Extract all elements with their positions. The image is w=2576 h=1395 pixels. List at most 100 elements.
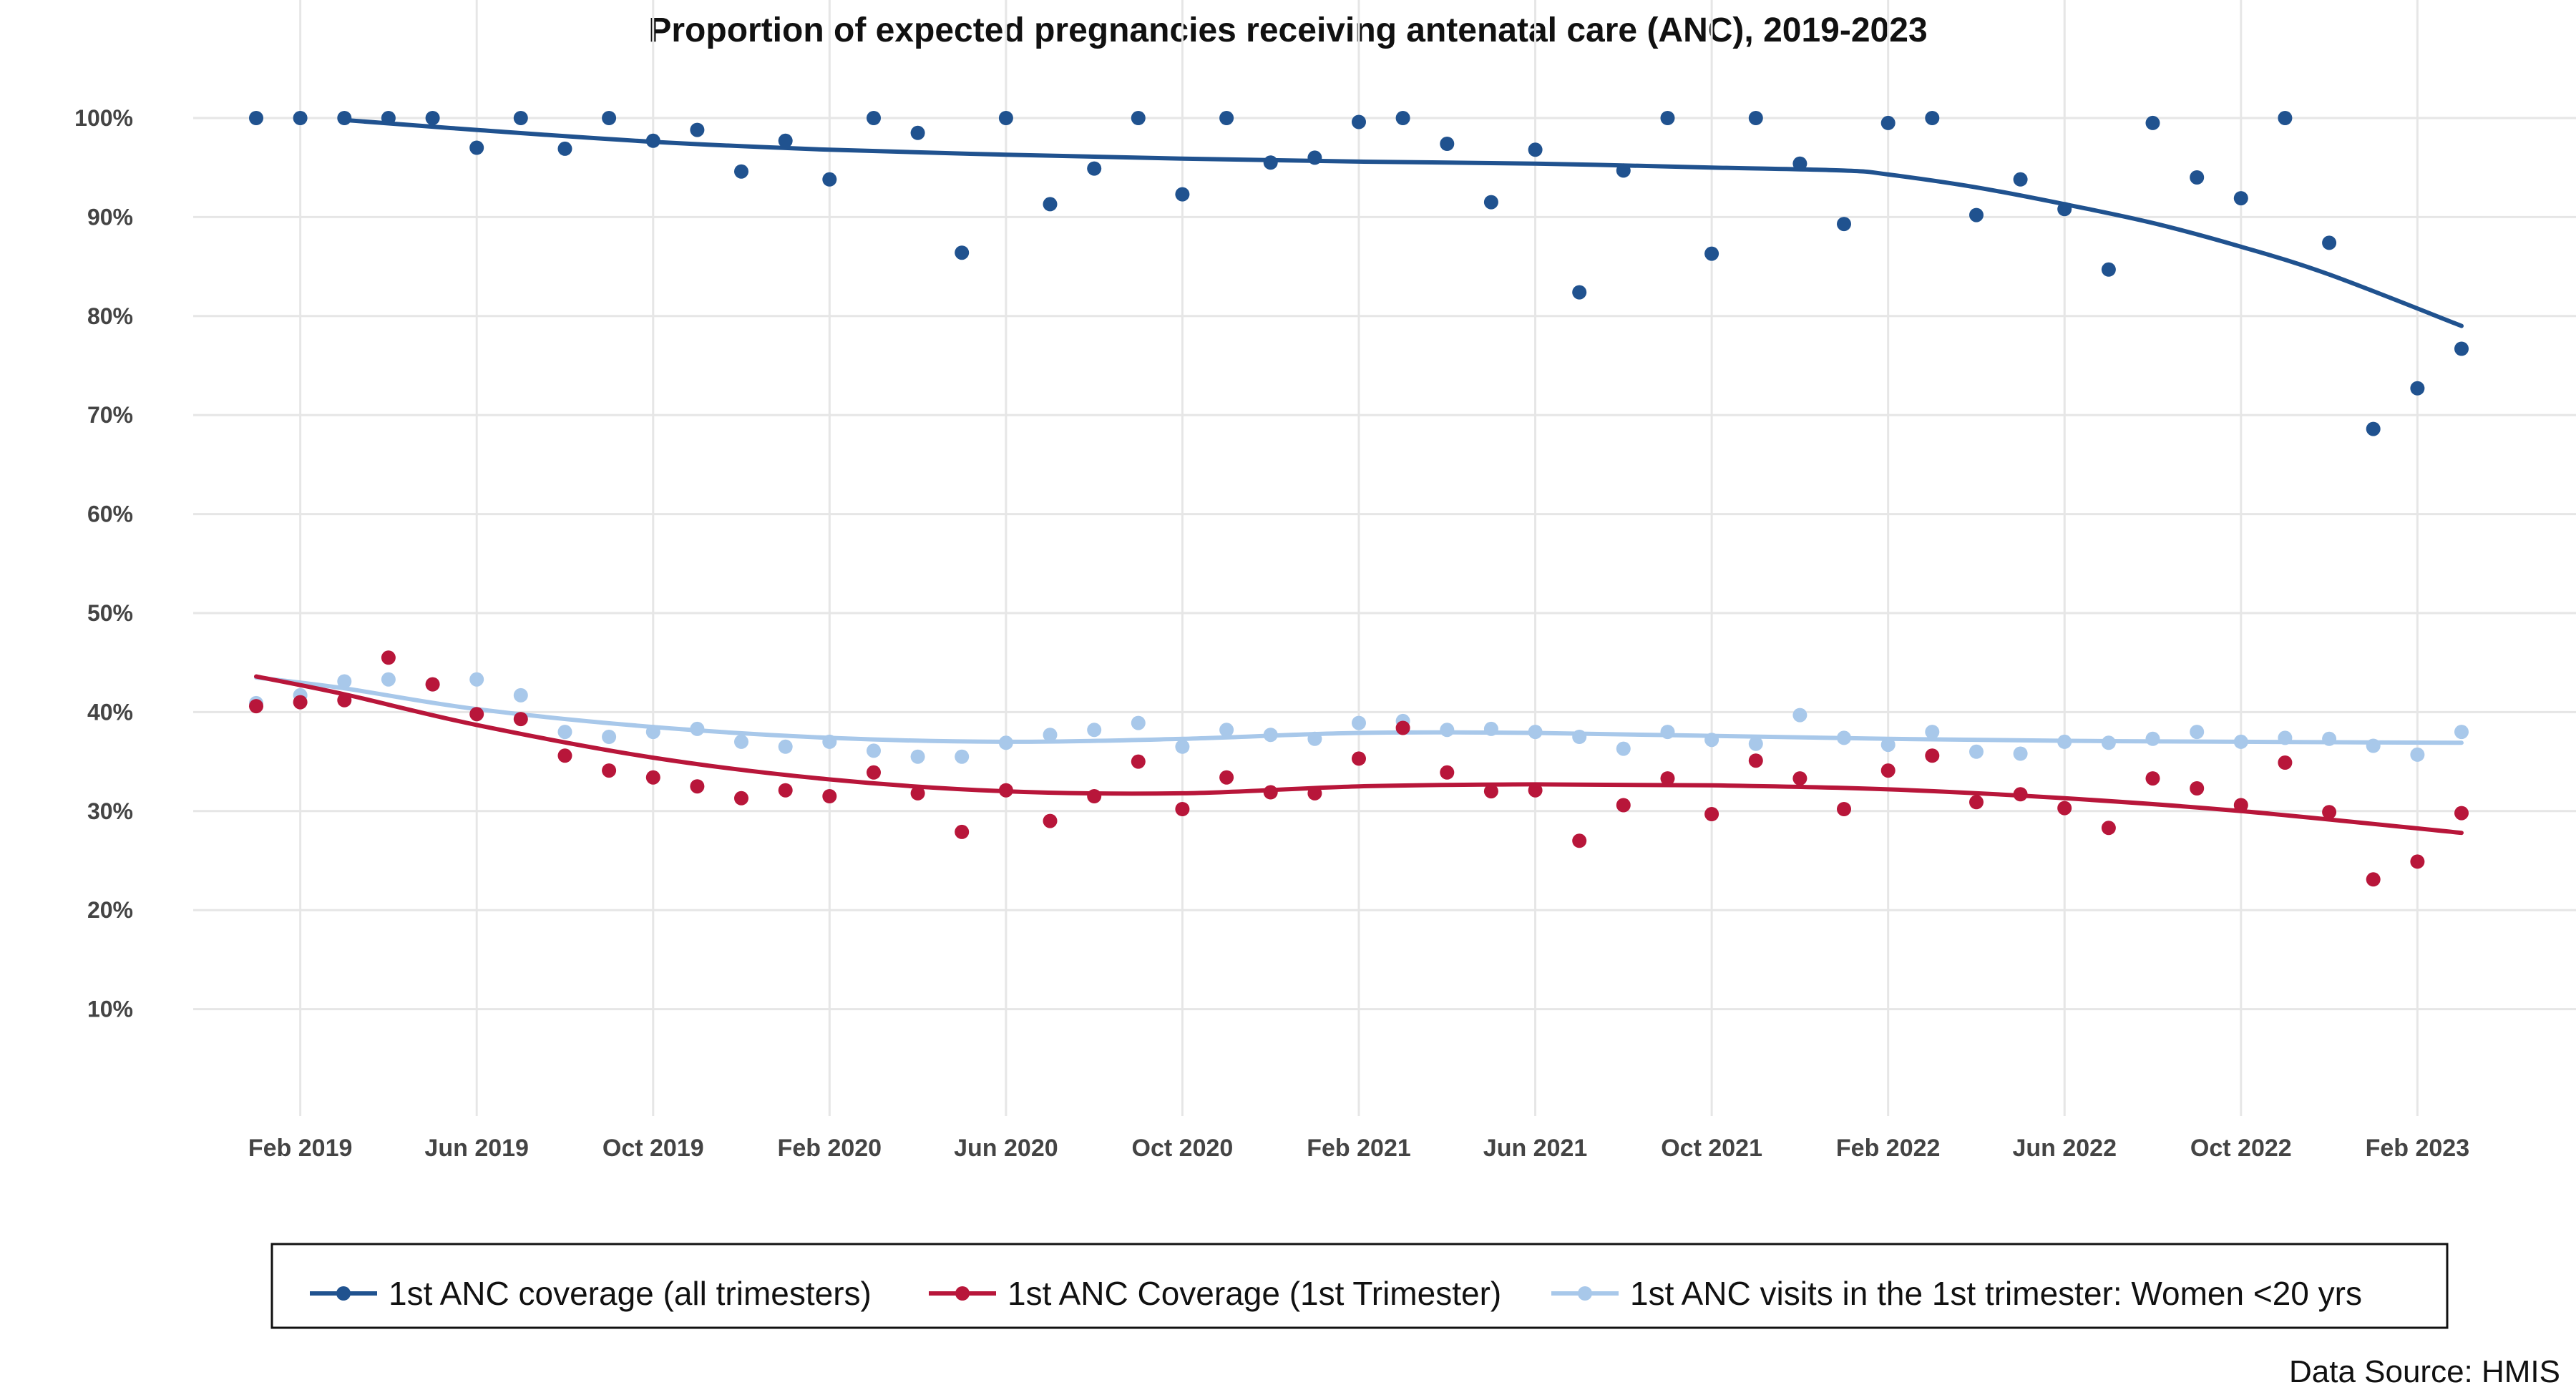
series-1-point bbox=[955, 245, 970, 260]
series-3-point bbox=[1440, 723, 1455, 738]
x-tick-label: Feb 2022 bbox=[1836, 1135, 1941, 1162]
legend-item-series-3: 1st ANC visits in the 1st trimester: Wom… bbox=[1551, 1275, 2362, 1312]
series-2-point bbox=[1925, 748, 1940, 763]
series-3-point bbox=[1748, 736, 1763, 751]
series-3-point bbox=[1660, 725, 1675, 740]
series-2-point bbox=[1572, 833, 1587, 848]
legend-label: 1st ANC Coverage (1st Trimester) bbox=[1008, 1275, 1501, 1312]
legend-swatch-point bbox=[336, 1286, 351, 1301]
series-2-point bbox=[1175, 802, 1190, 816]
series-2-point bbox=[1792, 771, 1807, 786]
series-2-point bbox=[2233, 798, 2248, 813]
series-1-point bbox=[1352, 114, 1366, 129]
x-tick-label: Oct 2022 bbox=[2190, 1135, 2292, 1162]
series-1-point bbox=[2366, 421, 2381, 436]
series-2-point bbox=[690, 779, 705, 794]
series-1-point bbox=[1660, 111, 1675, 125]
series-1-point bbox=[1748, 111, 1763, 125]
series-2-point bbox=[1880, 763, 1896, 778]
series-1-point bbox=[381, 111, 396, 125]
series-3-point bbox=[1572, 730, 1587, 744]
series-3-point bbox=[645, 725, 660, 740]
series-2-point bbox=[557, 748, 572, 763]
series-1-point bbox=[293, 111, 308, 125]
series-2-point bbox=[1307, 785, 1322, 801]
series-2-point bbox=[2278, 755, 2293, 770]
series-2-point bbox=[1660, 771, 1675, 786]
series-1-point bbox=[2145, 115, 2160, 130]
series-2-point bbox=[1131, 754, 1146, 769]
series-3-point bbox=[381, 672, 396, 687]
series-3-point bbox=[778, 739, 793, 754]
series-1-point bbox=[1616, 163, 1631, 178]
series-2-point bbox=[734, 790, 748, 806]
series-1-point bbox=[2013, 172, 2028, 187]
legend-box bbox=[270, 1243, 2449, 1329]
series-2-point bbox=[822, 789, 837, 803]
legend-swatch-point bbox=[955, 1286, 970, 1301]
series-2-point bbox=[2366, 872, 2381, 887]
series-3-point bbox=[867, 743, 881, 758]
y-tick-label: 20% bbox=[87, 897, 133, 923]
series-2-point bbox=[2322, 805, 2337, 820]
legend-label: 1st ANC visits in the 1st trimester: Wom… bbox=[1630, 1275, 2362, 1312]
y-tick-label: 30% bbox=[87, 798, 133, 824]
series-3-point bbox=[1175, 739, 1190, 754]
series-1-point bbox=[1043, 197, 1058, 212]
series-3-point bbox=[2366, 738, 2381, 753]
series-3-point bbox=[2278, 730, 2293, 745]
series-1-point bbox=[513, 111, 528, 125]
series-1-point bbox=[1131, 111, 1146, 125]
series-2-point bbox=[337, 692, 352, 708]
series-3-points bbox=[249, 672, 2469, 764]
series-3-point bbox=[910, 749, 925, 764]
series-1-point bbox=[2233, 191, 2248, 206]
series-2-point bbox=[1969, 795, 1984, 810]
series-3-point bbox=[998, 735, 1013, 750]
series-2-point bbox=[602, 763, 617, 778]
y-tick-label: 40% bbox=[87, 699, 133, 725]
series-3-point bbox=[1837, 730, 1851, 745]
legend-label: 1st ANC coverage (all trimesters) bbox=[389, 1275, 872, 1312]
legend-swatch-point bbox=[1578, 1286, 1592, 1301]
series-3-point bbox=[469, 672, 484, 687]
series-2-point bbox=[1263, 785, 1278, 800]
series-1-point bbox=[778, 133, 793, 148]
series-2-point bbox=[1219, 770, 1234, 785]
series-3-point bbox=[1131, 715, 1146, 730]
series-3-point bbox=[1880, 738, 1896, 753]
y-tick-label: 60% bbox=[87, 501, 133, 527]
series-2-point bbox=[1395, 720, 1410, 735]
series-3-point bbox=[1263, 728, 1278, 743]
series-2-points bbox=[249, 650, 2469, 887]
series-3-point bbox=[690, 721, 705, 736]
series-1-point bbox=[1837, 217, 1851, 232]
series-1-point bbox=[1572, 285, 1587, 300]
series-1-point bbox=[822, 172, 837, 187]
series-2-point bbox=[425, 677, 440, 692]
series-3-point bbox=[1483, 721, 1498, 736]
series-1-point bbox=[337, 111, 352, 125]
series-2-point bbox=[1440, 765, 1455, 780]
series-1-point bbox=[2454, 341, 2469, 356]
series-2-point bbox=[1087, 789, 1102, 803]
series-3-point bbox=[1043, 728, 1058, 743]
series-3-point bbox=[822, 734, 837, 749]
series-2-point bbox=[1352, 751, 1366, 766]
series-3-point bbox=[1925, 725, 1940, 740]
series-2-point bbox=[469, 707, 484, 722]
series-2-point bbox=[381, 650, 396, 665]
series-2-point bbox=[1748, 753, 1763, 768]
series-2-point bbox=[910, 785, 925, 801]
series-2-point bbox=[2190, 781, 2205, 796]
series-2-point bbox=[1704, 807, 1719, 821]
series-1-point bbox=[602, 111, 617, 125]
series-1-point bbox=[734, 164, 748, 179]
data-source-note: Data Source: HMIS bbox=[2289, 1354, 2560, 1389]
series-1-point bbox=[1087, 161, 1102, 176]
series-3-point bbox=[2190, 725, 2205, 740]
series-2-point bbox=[1616, 798, 1631, 813]
x-tick-label: Jun 2021 bbox=[1483, 1135, 1588, 1162]
series-3-point bbox=[2145, 731, 2160, 746]
series-2-point bbox=[2057, 801, 2072, 816]
